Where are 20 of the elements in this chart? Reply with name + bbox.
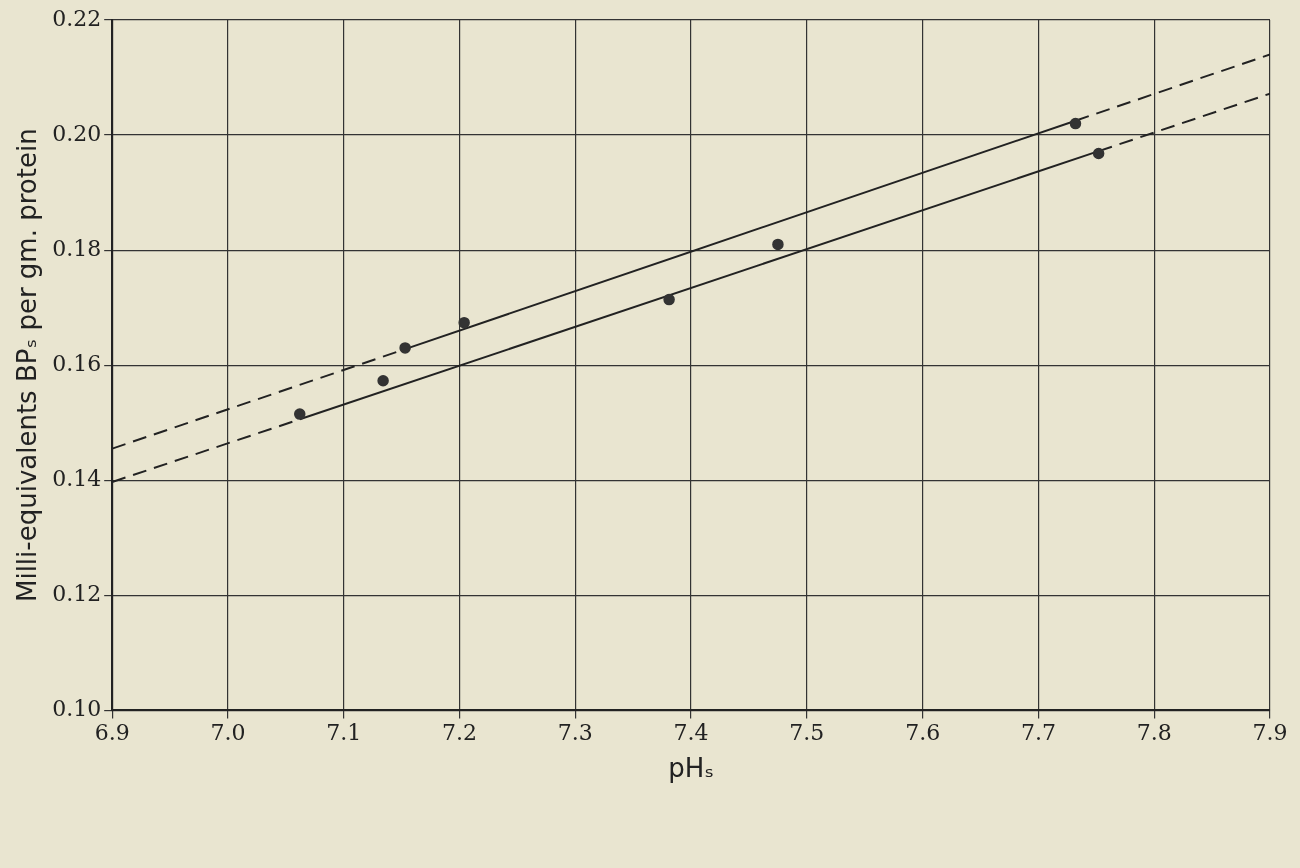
y-tick-label: 0.12 (52, 581, 102, 607)
x-tick-label: 7.4 (673, 720, 709, 746)
x-tick-label: 7.3 (557, 720, 593, 746)
x-tick-label: 7.5 (789, 720, 825, 746)
y-axis-title: Milli-equivalents BPₛ per gm. protein (12, 128, 43, 603)
y-tick-label: 0.18 (52, 235, 102, 261)
x-tick-label: 7.0 (210, 720, 246, 746)
x-tick-label: 7.8 (1136, 720, 1172, 746)
x-tick-label: 7.6 (905, 720, 941, 746)
y-tick-label: 0.14 (52, 465, 102, 491)
x-axis-title: pHₛ (668, 753, 714, 784)
y-tick-label: 0.16 (52, 350, 102, 376)
y-tick-label: 0.20 (52, 120, 102, 146)
y-tick-label: 0.22 (52, 5, 102, 31)
x-tick-label: 7.2 (442, 720, 478, 746)
x-tick-label: 7.9 (1252, 720, 1288, 746)
y-tick-label: 0.10 (52, 696, 102, 722)
x-tick-label: 7.1 (326, 720, 362, 746)
x-tick-label: 7.7 (1020, 720, 1056, 746)
x-tick-label: 6.9 (94, 720, 130, 746)
